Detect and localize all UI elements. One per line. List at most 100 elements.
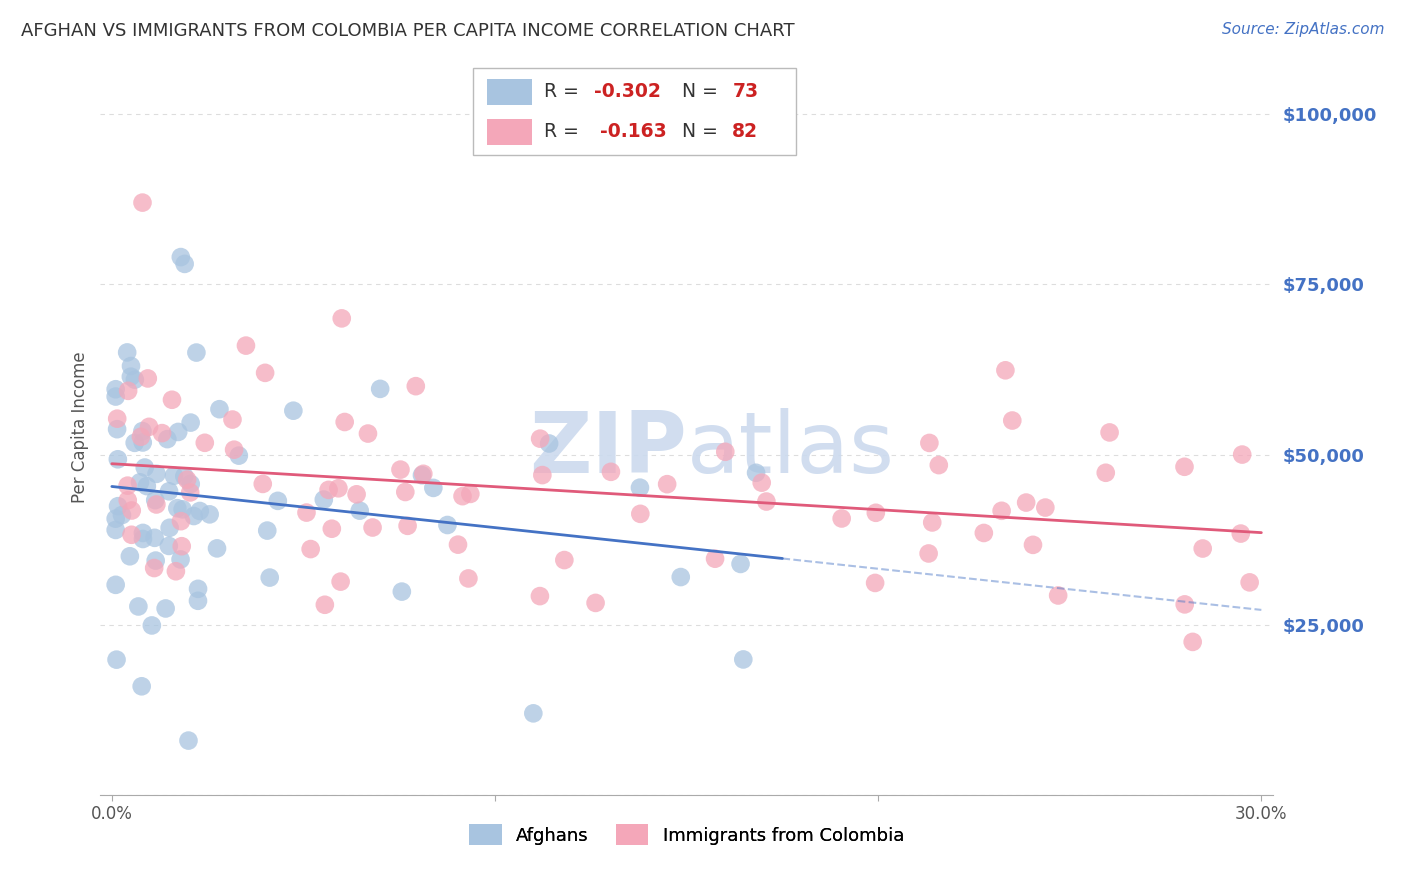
Text: atlas: atlas [686, 408, 894, 491]
Point [1033, 500, 1056, 515]
Point [655, 477, 678, 491]
Point [1022, 538, 1045, 552]
Point [208, 402, 231, 417]
Point [235, 338, 257, 352]
Point [973, 525, 995, 540]
Point [124, 373, 146, 387]
Point [136, 371, 159, 385]
Point [917, 546, 939, 560]
Point [1181, 635, 1204, 649]
Point [141, 618, 163, 632]
Point [157, 539, 180, 553]
Point [755, 494, 778, 508]
Point [160, 392, 183, 407]
Point [105, 422, 128, 436]
Point [1173, 459, 1195, 474]
Point [105, 653, 128, 667]
Point [730, 557, 752, 571]
Point [529, 589, 551, 603]
Point [328, 481, 350, 495]
Point [990, 504, 1012, 518]
Point [538, 436, 561, 450]
Point [173, 257, 195, 271]
Point [134, 460, 156, 475]
Point [104, 511, 127, 525]
Point [157, 484, 180, 499]
Point [1001, 413, 1024, 427]
Text: -0.302: -0.302 [593, 82, 661, 102]
Point [155, 601, 177, 615]
Point [1230, 448, 1253, 462]
Point [314, 598, 336, 612]
Point [254, 366, 277, 380]
Point [180, 477, 202, 491]
Point [333, 415, 356, 429]
Point [120, 369, 142, 384]
Point [224, 442, 246, 457]
Point [312, 492, 335, 507]
Point [714, 444, 737, 458]
Point [585, 596, 607, 610]
Point [132, 532, 155, 546]
Point [117, 478, 139, 492]
Point [105, 411, 128, 425]
Point [131, 679, 153, 693]
Point [357, 426, 380, 441]
Text: N =: N = [682, 122, 724, 141]
Point [1047, 589, 1070, 603]
Point [145, 467, 167, 481]
Point [172, 502, 194, 516]
Point [1094, 466, 1116, 480]
Point [1174, 598, 1197, 612]
Point [457, 571, 479, 585]
Point [131, 424, 153, 438]
Point [412, 467, 434, 481]
Point [863, 576, 886, 591]
Point [177, 733, 200, 747]
Point [228, 449, 250, 463]
Bar [488, 119, 531, 145]
Point [138, 420, 160, 434]
Point [127, 599, 149, 614]
Point [143, 493, 166, 508]
Point [179, 485, 201, 500]
Point [170, 539, 193, 553]
Point [1098, 425, 1121, 440]
Point [1191, 541, 1213, 556]
Text: N =: N = [682, 82, 724, 102]
Point [176, 473, 198, 487]
Point [170, 250, 193, 264]
Point [422, 481, 444, 495]
Point [329, 574, 352, 589]
Point [267, 493, 290, 508]
Point [928, 458, 950, 472]
Point [346, 487, 368, 501]
Point [252, 477, 274, 491]
Text: AFGHAN VS IMMIGRANTS FROM COLOMBIA PER CAPITA INCOME CORRELATION CHART: AFGHAN VS IMMIGRANTS FROM COLOMBIA PER C… [21, 22, 794, 40]
Point [187, 582, 209, 596]
Point [143, 531, 166, 545]
Text: R =: R = [544, 122, 591, 141]
Point [259, 571, 281, 585]
Text: R =: R = [544, 82, 585, 102]
Point [628, 507, 651, 521]
Point [167, 425, 190, 439]
Point [107, 452, 129, 467]
Point [349, 503, 371, 517]
Point [994, 363, 1017, 377]
Point [1239, 575, 1261, 590]
Point [163, 468, 186, 483]
Point [704, 551, 727, 566]
Point [129, 475, 152, 490]
Text: ZIP: ZIP [529, 408, 686, 491]
Point [460, 487, 482, 501]
Point [170, 514, 193, 528]
Point [321, 522, 343, 536]
Point [205, 541, 228, 556]
Point [159, 521, 181, 535]
Point [169, 552, 191, 566]
Point [600, 465, 623, 479]
Legend: Afghans, Immigrants from Colombia: Afghans, Immigrants from Colombia [463, 817, 911, 852]
Point [129, 430, 152, 444]
Point [368, 382, 391, 396]
